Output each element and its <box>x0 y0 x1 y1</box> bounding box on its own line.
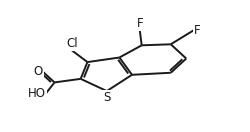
Text: F: F <box>194 24 200 37</box>
Text: F: F <box>136 17 143 30</box>
Text: O: O <box>34 65 43 78</box>
Text: Cl: Cl <box>66 37 78 50</box>
Text: HO: HO <box>28 87 46 100</box>
Text: S: S <box>103 91 110 104</box>
